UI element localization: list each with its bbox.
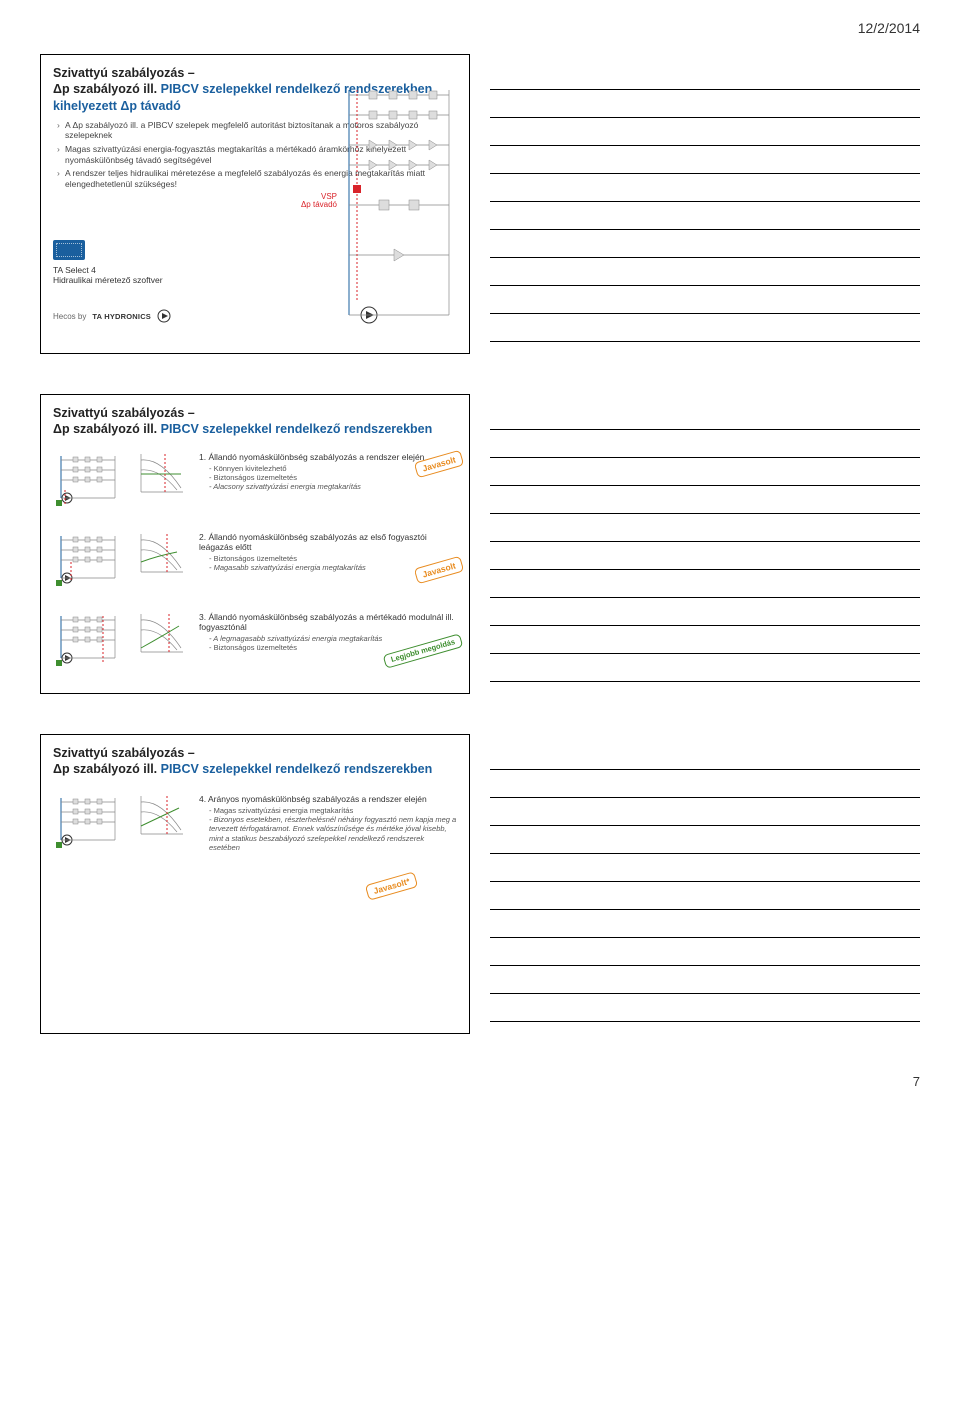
opt-sub: - Biztonságos üzemeltetés — [199, 554, 457, 563]
mini-chart-icon — [137, 452, 185, 496]
slide1-title-l2a: Δp szabályozó ill. — [53, 82, 161, 96]
hecos-brand: TA HYDRONICS — [92, 312, 151, 321]
notes-3 — [490, 734, 920, 1034]
slide-row-2: Szivattyú szabályozás – Δp szabályozó il… — [40, 394, 920, 694]
play-icon — [157, 309, 171, 323]
slide1-title-l1: Szivattyú szabályozás – — [53, 66, 195, 80]
option-row: 4. Arányos nyomáskülönbség szabályozás a… — [53, 794, 457, 853]
option-text: 4. Arányos nyomáskülönbség szabályozás a… — [199, 794, 457, 853]
opt-num: 1. — [199, 452, 206, 462]
opt-sub: - Alacsony szivattyúzási energia megtaka… — [199, 482, 457, 491]
taselect-line1: TA Select 4 — [53, 265, 96, 275]
opt-num: 4. — [199, 794, 206, 804]
slide-2: Szivattyú szabályozás – Δp szabályozó il… — [40, 394, 470, 694]
option-text: 2. Állandó nyomáskülönbség szabályozás a… — [199, 532, 457, 573]
slide-1: Szivattyú szabályozás – Δp szabályozó il… — [40, 54, 470, 354]
slide3-title-l2b: PIBCV szelepekkel rendelkező rendszerekb… — [161, 762, 433, 776]
piping-diagram-icon — [339, 85, 459, 355]
opt-sub: - Bizonyos esetekben, részterhelésnél né… — [199, 815, 457, 853]
mini-chart-icon — [137, 794, 185, 838]
mini-schematic-icon — [53, 532, 123, 588]
slide2-title-l2a: Δp szabályozó ill. — [53, 422, 161, 436]
mini-schematic-icon — [53, 794, 123, 850]
opt-main: Arányos nyomáskülönbség szabályozás a re… — [208, 794, 427, 804]
vsp-label: VSP Δp távadó — [53, 193, 337, 211]
option-row: 2. Állandó nyomáskülönbség szabályozás a… — [53, 532, 457, 588]
slide2-title-l2b: PIBCV szelepekkel rendelkező rendszerekb… — [161, 422, 433, 436]
taselect-line2: Hidraulikai méretező szoftver — [53, 275, 163, 285]
opt-num: 2. — [199, 532, 206, 542]
option-text: 1. Állandó nyomáskülönbség szabályozás a… — [199, 452, 457, 492]
opt-main: Állandó nyomáskülönbség szabályozás az e… — [199, 532, 427, 552]
notes-2 — [490, 394, 920, 694]
slide-3: Szivattyú szabályozás – Δp szabályozó il… — [40, 734, 470, 1034]
opt-main: Állandó nyomáskülönbség szabályozás a mé… — [199, 612, 454, 632]
slide2-title: Szivattyú szabályozás – Δp szabályozó il… — [53, 405, 457, 438]
slide-row-3: Szivattyú szabályozás – Δp szabályozó il… — [40, 734, 920, 1034]
slide-row-1: Szivattyú szabályozás – Δp szabályozó il… — [40, 54, 920, 354]
option-text: 3. Állandó nyomáskülönbség szabályozás a… — [199, 612, 457, 653]
option-row: 3. Állandó nyomáskülönbség szabályozás a… — [53, 612, 457, 668]
page-number: 7 — [40, 1074, 920, 1089]
slide1-schematic — [339, 85, 459, 355]
mini-schematic-icon — [53, 612, 123, 668]
slide2-title-l1: Szivattyú szabályozás – — [53, 406, 195, 420]
mini-chart-icon — [137, 612, 185, 656]
hecos-prefix: Hecos by — [53, 312, 86, 321]
mini-chart-icon — [137, 532, 185, 576]
slide3-title: Szivattyú szabályozás – Δp szabályozó il… — [53, 745, 457, 778]
mini-schematic-icon — [53, 452, 123, 508]
device-icon — [53, 240, 85, 260]
slide3-title-l2a: Δp szabályozó ill. — [53, 762, 161, 776]
stamp-badge: Javasolt* — [364, 872, 418, 902]
opt-num: 3. — [199, 612, 206, 622]
opt-main: Állandó nyomáskülönbség szabályozás a re… — [208, 452, 424, 462]
opt-sub: - A legmagasabb szivattyúzási energia me… — [199, 634, 457, 643]
slide3-title-l1: Szivattyú szabályozás – — [53, 746, 195, 760]
notes-1 — [490, 54, 920, 354]
page-date: 12/2/2014 — [40, 20, 920, 36]
option-row: 1. Állandó nyomáskülönbség szabályozás a… — [53, 452, 457, 508]
opt-sub: - Magas szivattyúzási energia megtakarít… — [199, 806, 457, 815]
